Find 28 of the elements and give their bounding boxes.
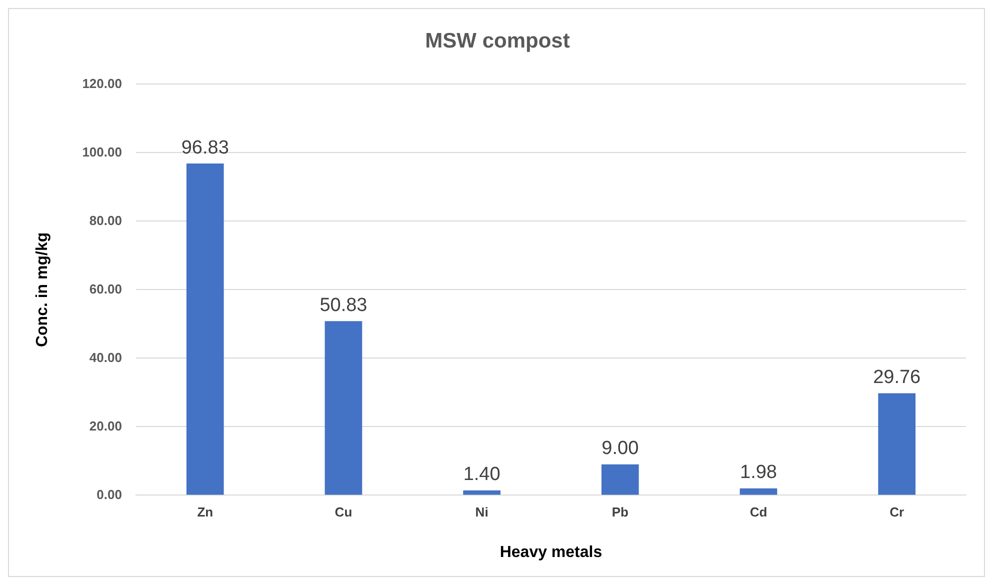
data-label: 1.40 [463,464,500,486]
data-label: 50.83 [320,294,368,316]
data-label: 96.83 [181,137,229,158]
y-tick-label: 60.00 [89,281,122,296]
x-axis-title: Heavy metals [500,544,602,561]
y-tick-label: 120.00 [82,76,122,91]
x-tick-label: Zn [197,504,214,520]
bar [324,321,362,495]
x-tick-label: Ni [475,504,488,520]
data-label: 1.98 [740,462,777,484]
y-tick-label: 40.00 [89,350,122,365]
y-tick-label: 100.00 [82,144,122,160]
data-label: 9.00 [602,438,639,460]
x-tick-label: Cd [750,504,768,520]
x-tick-label: Pb [612,504,629,520]
bar [740,488,778,495]
bar [601,464,639,495]
data-label: 29.76 [873,367,921,388]
bar [463,490,500,495]
y-tick-label: 80.00 [89,212,122,228]
y-axis-title: Conc. in mg/kg [34,232,52,348]
x-tick-label: Cu [334,504,352,520]
y-tick-label: 20.00 [89,418,122,434]
bar [878,393,916,495]
chart-title: MSW compost [425,29,570,52]
x-tick-label: Cr [890,504,904,520]
y-tick-label: 0.00 [96,486,122,502]
bar [186,164,224,495]
